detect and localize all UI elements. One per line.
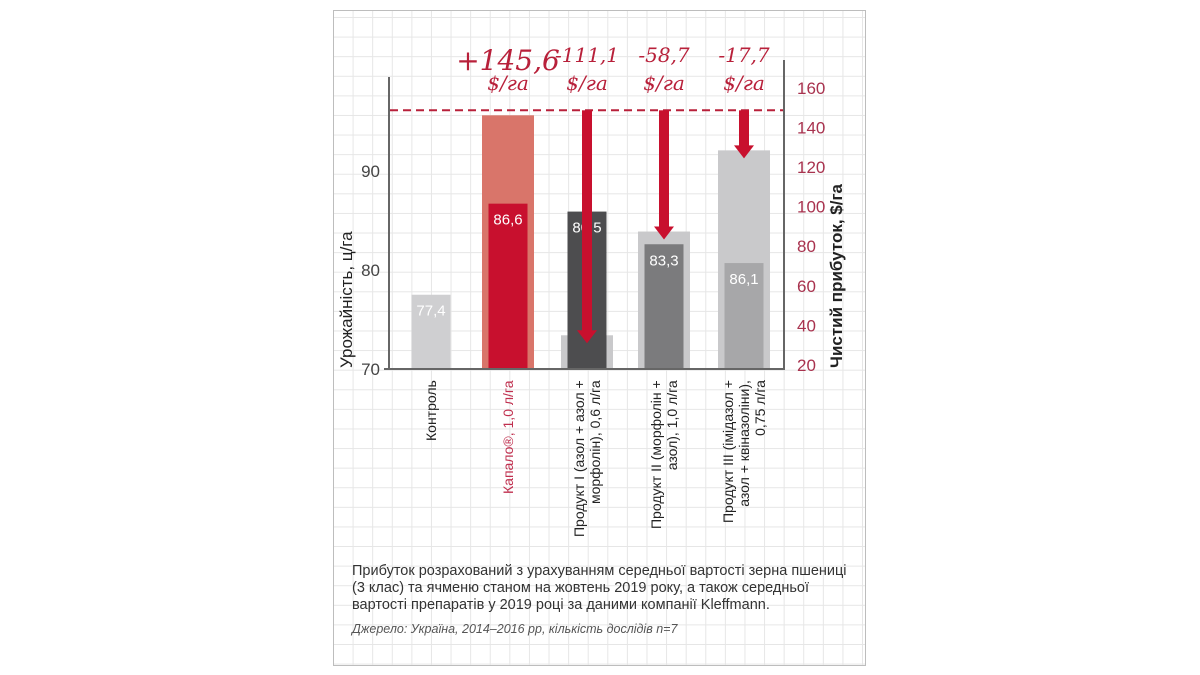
right-tick-label: 40 (797, 316, 816, 335)
yield-data-label: 86,6 (493, 212, 522, 229)
right-tick-label: 20 (797, 356, 816, 375)
right-tick-label: 60 (797, 277, 816, 296)
yield-bar (644, 244, 684, 368)
loss-arrow-shaft (659, 110, 669, 228)
profit-unit-label: $/га (643, 71, 685, 95)
left-tick-label: 80 (361, 261, 380, 280)
loss-arrow-head (577, 330, 597, 344)
left-tick-label: 70 (361, 360, 380, 379)
yield-data-label: 77,4 (416, 303, 445, 320)
yield-bar (488, 203, 528, 368)
profit-value-label: +145,6 (456, 44, 560, 77)
category-label: Продукт III (імідазол + азол + квіназолі… (720, 380, 768, 523)
profit-value-label: -111,1 (555, 43, 619, 67)
loss-arrow-head (734, 145, 754, 159)
category-label: Продукт I (азол + азол + морфолін), 0,6 … (571, 380, 603, 537)
yield-data-label: 83,3 (649, 252, 678, 269)
profit-value-label: -58,7 (638, 43, 690, 67)
left-tick-label: 90 (361, 162, 380, 181)
right-tick-label: 120 (797, 158, 825, 177)
profit-value-label: -17,7 (718, 43, 770, 67)
yield-bar (724, 263, 764, 368)
footer-note: Прибуток розрахований з урахуванням сере… (352, 563, 847, 613)
right-axis-title: Чистий прибуток, $/га (827, 183, 846, 368)
profit-unit-label: $/га (487, 71, 529, 95)
loss-arrow-shaft (582, 110, 592, 332)
yield-data-label: 86,1 (729, 271, 758, 288)
category-label: Капало®, 1,0 л/га (500, 380, 516, 494)
loss-arrow-head (654, 226, 674, 240)
left-axis-title: Урожайність, ц/га (337, 231, 356, 368)
right-tick-label: 160 (797, 79, 825, 98)
yield-bar (411, 294, 451, 368)
category-label: Продукт II (морфолін + азол), 1,0 л/га (648, 380, 680, 529)
right-tick-label: 140 (797, 118, 825, 137)
right-tick-label: 80 (797, 237, 816, 256)
source-note: Джерело: Україна, 2014–2016 рр, кількіст… (352, 622, 678, 636)
profit-unit-label: $/га (566, 71, 608, 95)
category-label: Контроль (423, 380, 439, 441)
loss-arrow-shaft (739, 110, 749, 147)
profit-unit-label: $/га (723, 71, 765, 95)
right-tick-label: 100 (797, 198, 825, 217)
